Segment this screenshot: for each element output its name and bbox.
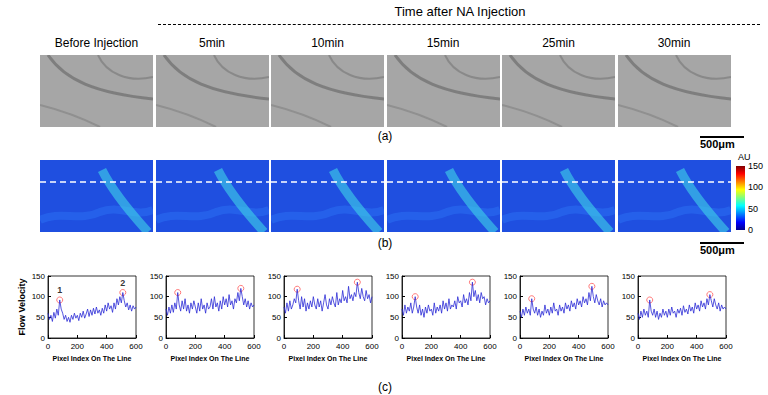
svg-text:0: 0: [512, 333, 517, 343]
svg-text:1: 1: [57, 285, 62, 295]
svg-text:100: 100: [268, 292, 282, 301]
svg-text:50: 50: [272, 313, 281, 322]
svg-text:150: 150: [622, 272, 636, 281]
html-text:150: 150: [748, 161, 763, 171]
svg-text:200: 200: [189, 342, 203, 351]
html-text:25min: 25min: [542, 36, 575, 50]
svg-text:400: 400: [100, 342, 114, 351]
svg-text:600: 600: [483, 342, 497, 351]
html-text:(b): (b): [377, 236, 393, 250]
svg-text:100: 100: [622, 292, 636, 301]
svg-text:600: 600: [601, 342, 615, 351]
svg-text:0: 0: [282, 342, 287, 351]
svg-text:100: 100: [150, 292, 164, 301]
svg-text:0: 0: [400, 342, 405, 351]
svg-text:0: 0: [394, 333, 399, 343]
svg-text:Pixel Index On The Line: Pixel Index On The Line: [407, 355, 486, 362]
svg-text:0: 0: [636, 342, 641, 351]
svg-text:200: 200: [661, 342, 675, 351]
svg-text:200: 200: [543, 342, 557, 351]
svg-text:100: 100: [386, 292, 400, 301]
svg-text:400: 400: [218, 342, 232, 351]
svg-text:400: 400: [454, 342, 468, 351]
svg-text:150: 150: [504, 272, 518, 281]
svg-text:150: 150: [386, 272, 400, 281]
svg-text:400: 400: [572, 342, 586, 351]
html-text:Before Injection: Before Injection: [54, 36, 139, 50]
html-text:100: 100: [748, 182, 763, 193]
svg-text:Flow Velocity: Flow Velocity: [17, 278, 27, 335]
svg-text:0: 0: [164, 342, 169, 351]
svg-text:Pixel Index On The Line: Pixel Index On The Line: [171, 355, 250, 362]
html-text:10min: 10min: [311, 36, 344, 50]
svg-text:400: 400: [336, 342, 350, 351]
svg-text:0: 0: [518, 342, 523, 351]
svg-text:50: 50: [36, 313, 45, 322]
html-text:AU: AU: [738, 152, 751, 162]
html-text:500μm: 500μm: [700, 138, 735, 150]
html-text:30min: 30min: [657, 36, 691, 50]
svg-text:100: 100: [32, 292, 46, 301]
svg-text:600: 600: [365, 342, 379, 351]
svg-text:100: 100: [504, 292, 518, 301]
html-text:(c): (c): [378, 380, 392, 394]
html-text:0: 0: [748, 225, 753, 235]
svg-text:0: 0: [40, 333, 45, 343]
svg-text:0: 0: [158, 333, 163, 343]
svg-text:200: 200: [425, 342, 439, 351]
svg-text:Pixel Index On The Line: Pixel Index On The Line: [289, 355, 368, 362]
svg-text:600: 600: [247, 342, 261, 351]
html-text:(a): (a): [377, 129, 393, 143]
html-text:500μm: 500μm: [700, 244, 735, 256]
svg-text:Pixel Index On The Line: Pixel Index On The Line: [643, 355, 722, 362]
svg-text:50: 50: [154, 313, 163, 322]
svg-text:400: 400: [690, 342, 704, 351]
html-text:50: 50: [748, 203, 758, 214]
svg-text:150: 150: [268, 272, 282, 281]
svg-text:200: 200: [307, 342, 321, 351]
svg-text:0: 0: [276, 333, 281, 343]
svg-text:0: 0: [630, 333, 635, 343]
svg-text:2: 2: [120, 278, 125, 288]
svg-text:Pixel Index On The Line: Pixel Index On The Line: [525, 355, 604, 362]
svg-text:0: 0: [46, 342, 51, 351]
svg-text:200: 200: [71, 342, 85, 351]
html-text:15min: 15min: [426, 36, 460, 50]
html-text:Time after NA Injection: Time after NA Injection: [394, 4, 526, 19]
svg-text:50: 50: [390, 313, 399, 322]
svg-text:Pixel Index On The Line: Pixel Index On The Line: [53, 355, 132, 362]
svg-text:150: 150: [150, 272, 164, 281]
svg-text:50: 50: [508, 313, 517, 322]
svg-text:600: 600: [129, 342, 143, 351]
svg-text:150: 150: [32, 272, 46, 281]
html-text:5min: 5min: [199, 36, 225, 50]
svg-text:600: 600: [719, 342, 733, 351]
svg-text:50: 50: [626, 313, 635, 322]
